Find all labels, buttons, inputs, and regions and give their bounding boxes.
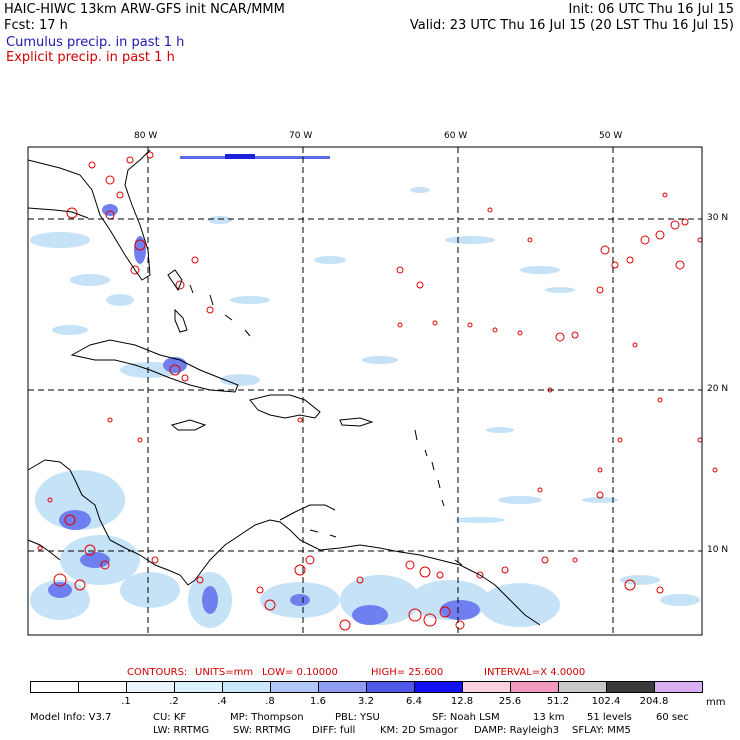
contours-label: CONTOURS:: [127, 667, 188, 678]
explicit-legend: Explicit precip. in past 1 h: [6, 50, 175, 65]
model-title: HAIC-HIWC 13km ARW-GFS init NCAR/MMM: [4, 2, 285, 17]
contours-interval: INTERVAL=X 4.0000: [484, 667, 586, 678]
colorbar-box: [654, 681, 703, 693]
colorbar-box: [510, 681, 559, 693]
colorbar-tick-label: 3.2: [358, 696, 374, 707]
model-info-item: MP: Thompson: [230, 712, 304, 723]
lat-label-30n: 30 N: [707, 213, 729, 223]
forecast-hour: Fcst: 17 h: [4, 18, 68, 33]
colorbar-tick-label: 12.8: [450, 696, 474, 707]
colorbar-tick-label: 204.8: [639, 696, 669, 707]
model-info-item: 13 km: [533, 712, 565, 723]
model-info-item: SFLAY: MM5: [572, 725, 631, 736]
cumulus-precip: [30, 154, 700, 628]
lon-label-80w: 80 W: [134, 131, 158, 141]
model-info-item: 51 levels: [587, 712, 632, 723]
model-info-item: CU: KF: [153, 712, 187, 723]
valid-time: Valid: 23 UTC Thu 16 Jul 15 (20 LST Thu …: [409, 18, 734, 33]
coastlines: [27, 149, 541, 626]
colorbar-box: [30, 681, 79, 693]
heavy-cumulus-precip: [48, 204, 480, 625]
explicit-precip-contours: [37, 151, 718, 631]
colorbar-box: [222, 681, 271, 693]
colorbar-tick-label: .8: [265, 696, 275, 707]
contours-high: HIGH= 25.600: [371, 667, 444, 678]
model-info-item: DIFF: full: [312, 725, 356, 736]
model-info-item: KM: 2D Smagor: [380, 725, 458, 736]
lon-label-70w: 70 W: [289, 131, 313, 141]
contours-low: LOW= 0.10000: [262, 667, 338, 678]
lat-label-20n: 20 N: [707, 384, 729, 394]
colorbar-unit: mm: [706, 697, 726, 708]
colorbar-box: [558, 681, 607, 693]
colorbar-tick-label: .2: [169, 696, 179, 707]
colorbar-tick-label: 6.4: [406, 696, 422, 707]
lon-label-60w: 60 W: [444, 131, 468, 141]
colorbar-box: [606, 681, 655, 693]
colorbar-box: [126, 681, 175, 693]
cumulus-legend: Cumulus precip. in past 1 h: [6, 35, 185, 50]
model-info-item: SF: Noah LSM: [432, 712, 500, 723]
model-info-item: PBL: YSU: [335, 712, 380, 723]
colorbar-tick-label: .1: [121, 696, 131, 707]
colorbar-box: [414, 681, 463, 693]
model-info-item: 60 sec: [656, 712, 689, 723]
model-info-item: DAMP: Rayleigh3: [474, 725, 560, 736]
colorbar-box: [174, 681, 223, 693]
colorbar-box: [366, 681, 415, 693]
colorbar-tick-label: 1.6: [310, 696, 326, 707]
model-info-item: Model Info: V3.7: [30, 712, 112, 723]
model-info-item: SW: RRTMG: [233, 725, 291, 736]
contours-units: UNITS=mm: [195, 667, 254, 678]
map-frame: [27, 146, 703, 636]
colorbar-box: [270, 681, 319, 693]
colorbar-tick-label: 102.4: [591, 696, 621, 707]
colorbar-tick-label: .4: [217, 696, 227, 707]
init-time: Init: 06 UTC Thu 16 Jul 15: [568, 2, 734, 17]
colorbar-box: [318, 681, 367, 693]
lat-label-10n: 10 N: [707, 545, 729, 555]
colorbar-box: [78, 681, 127, 693]
lat-lon-grid: [28, 147, 702, 635]
model-info-item: LW: RRTMG: [153, 725, 210, 736]
colorbar-tick-label: 51.2: [546, 696, 570, 707]
colorbar-tick-label: 25.6: [498, 696, 522, 707]
colorbar-box: [462, 681, 511, 693]
lon-label-50w: 50 W: [599, 131, 623, 141]
